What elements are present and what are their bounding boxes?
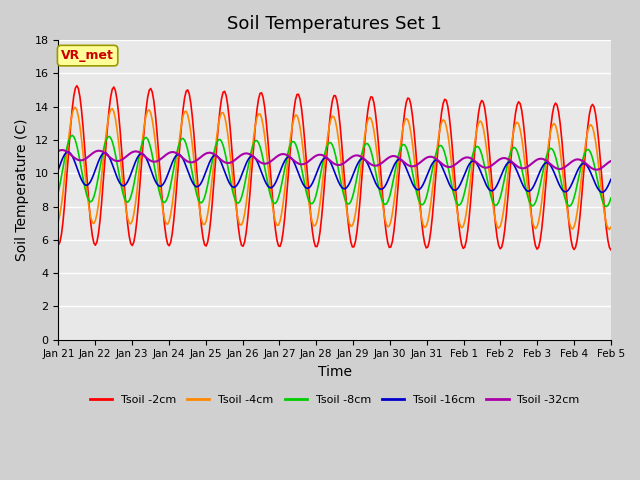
- Text: VR_met: VR_met: [61, 49, 114, 62]
- X-axis label: Time: Time: [317, 365, 351, 379]
- Y-axis label: Soil Temperature (C): Soil Temperature (C): [15, 119, 29, 261]
- Title: Soil Temperatures Set 1: Soil Temperatures Set 1: [227, 15, 442, 33]
- Legend: Tsoil -2cm, Tsoil -4cm, Tsoil -8cm, Tsoil -16cm, Tsoil -32cm: Tsoil -2cm, Tsoil -4cm, Tsoil -8cm, Tsoi…: [85, 390, 584, 409]
